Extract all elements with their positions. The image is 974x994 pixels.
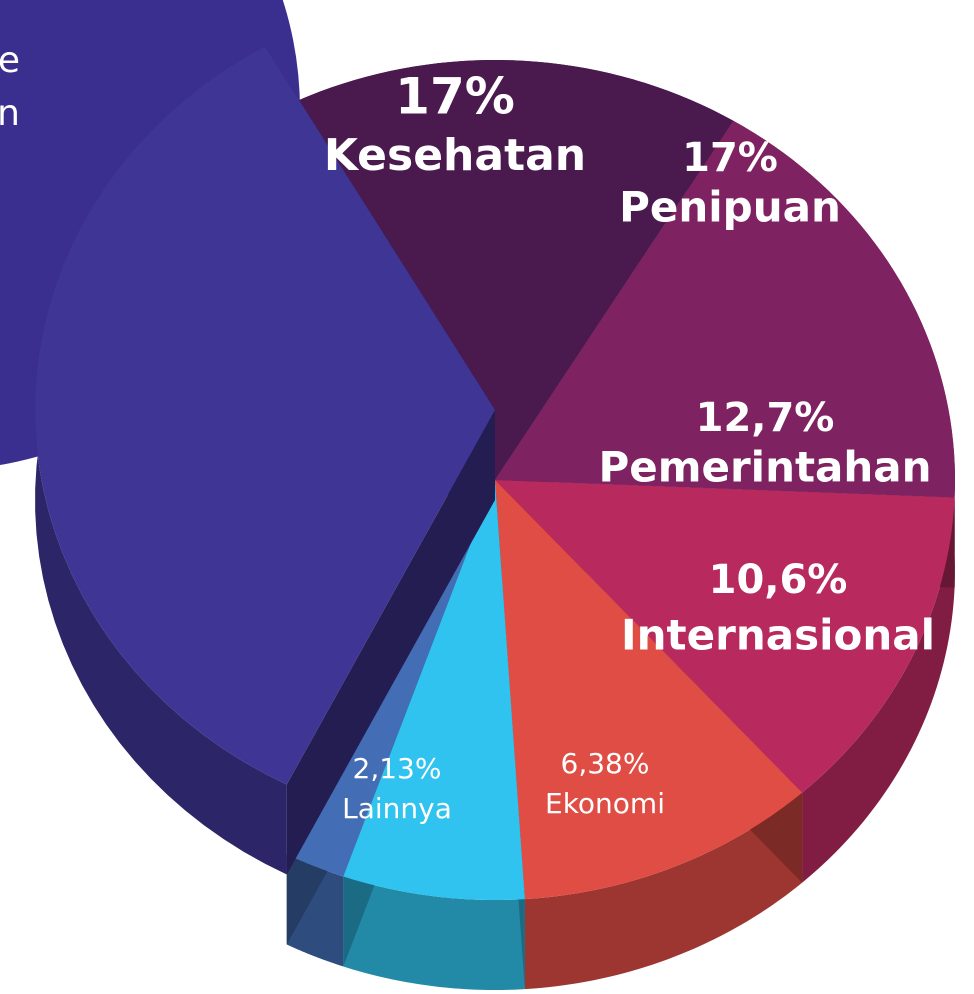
slice — [265, 60, 734, 480]
category-label: Penipuan — [619, 183, 841, 232]
slice — [495, 480, 803, 900]
slice — [343, 480, 525, 900]
value-label: 12,7% — [696, 395, 835, 441]
annotation: e — [0, 40, 20, 81]
slice — [495, 480, 955, 793]
slice — [35, 46, 495, 785]
annotation: n — [0, 93, 20, 134]
category-label: Lainnya — [342, 792, 452, 825]
slice-side — [343, 876, 525, 990]
value-label: 17% — [395, 68, 515, 126]
slice — [495, 120, 955, 498]
value-label: 6,38% — [561, 747, 650, 780]
value-label: 2,13% — [353, 752, 442, 785]
value-label: 17% — [682, 135, 778, 181]
category-label: Ekonomi — [545, 787, 665, 820]
slice — [35, 46, 495, 875]
slice — [343, 480, 525, 990]
value-label: 10,6% — [709, 557, 848, 603]
slice-face — [286, 410, 495, 875]
slice-side — [524, 792, 803, 990]
category-label: Kesehatan — [324, 130, 586, 181]
category-label: Pemerintahan — [598, 443, 931, 492]
category-label: Internasional — [621, 611, 935, 660]
slice-side — [802, 497, 955, 883]
